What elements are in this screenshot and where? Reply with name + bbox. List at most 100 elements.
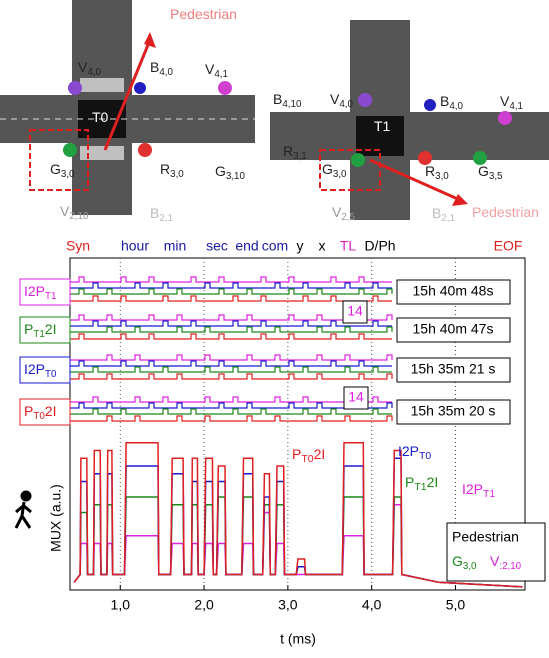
diagram-label-part: 2,5 bbox=[341, 212, 355, 223]
frame-label: hour bbox=[121, 238, 149, 254]
frame-label: end bbox=[235, 238, 258, 254]
series-label-part: I2P bbox=[462, 481, 483, 497]
diagram-label: T0 bbox=[92, 109, 109, 125]
series-label: I2PT1 bbox=[462, 481, 495, 500]
diagram-label-part: R bbox=[425, 163, 435, 179]
diagram-label-part: Pedestrian bbox=[170, 6, 237, 22]
diagram-label-part: B bbox=[150, 205, 159, 221]
series-label-part: T0 bbox=[419, 450, 431, 462]
diagram-label: Pedestrian bbox=[170, 6, 237, 22]
series-label: PT12I bbox=[405, 474, 438, 493]
diagram-label-part: 2,10 bbox=[69, 211, 89, 222]
x-tick-label: 3,0 bbox=[278, 597, 298, 613]
channel-label-part: T0 bbox=[45, 369, 57, 380]
diagram-label-part: G bbox=[215, 163, 226, 179]
series-label-part: T1 bbox=[483, 488, 495, 500]
diagram-label: B2,1 bbox=[150, 205, 173, 224]
diagram-label: V4,1 bbox=[205, 61, 228, 80]
series-label: PT02I bbox=[292, 446, 325, 465]
diagram-label-part: 4,0 bbox=[449, 101, 463, 112]
digital-trace bbox=[70, 283, 392, 288]
legend-title: Pedestrian bbox=[452, 529, 519, 545]
time-label: 15h 40m 47s bbox=[413, 321, 494, 337]
time-label: 15h 35m 20 s bbox=[411, 403, 496, 419]
diagram-label-part: 3,0 bbox=[435, 171, 449, 182]
diagram-label-part: 2,1 bbox=[441, 213, 455, 224]
diagram-label-part: Pedestrian bbox=[472, 204, 539, 220]
x-axis-label: t (ms) bbox=[280, 631, 316, 647]
digital-trace bbox=[70, 374, 392, 379]
diagram-label-part: 4,1 bbox=[509, 101, 523, 112]
x-tick-label: 4,0 bbox=[362, 597, 382, 613]
series-label: I2PT0 bbox=[398, 443, 431, 462]
diagram-label: V4,1 bbox=[500, 93, 523, 112]
digital-trace bbox=[70, 361, 392, 366]
diagram-label-part: G bbox=[478, 163, 489, 179]
frame-label: y bbox=[297, 238, 304, 254]
frame-label: sec bbox=[206, 238, 228, 254]
series-label-part: I2P bbox=[398, 443, 419, 459]
frame-label: x bbox=[319, 238, 326, 254]
x-tick-label: 5,0 bbox=[446, 597, 466, 613]
series-label-part: 2I bbox=[314, 446, 326, 462]
channel-label-part: P bbox=[24, 321, 33, 337]
diagram-label-part: R bbox=[160, 161, 170, 177]
marker-label: 14 bbox=[348, 389, 364, 405]
diagram-label-part: T1 bbox=[374, 118, 391, 134]
digital-trace bbox=[70, 289, 392, 294]
channel-label-part: T1 bbox=[33, 329, 44, 340]
frame-label: D/Ph bbox=[364, 238, 395, 254]
diagram-label-part: G bbox=[322, 161, 333, 177]
x-tick-label: 1,0 bbox=[111, 597, 131, 613]
frame-label: Syn bbox=[66, 238, 90, 254]
legend-item-part: G bbox=[452, 553, 463, 569]
diagram-label-part: 3,0 bbox=[61, 169, 75, 180]
diagram-label: R3,0 bbox=[160, 161, 184, 180]
marker-label: 14 bbox=[347, 303, 363, 319]
diagram-label: G3,5 bbox=[478, 163, 503, 182]
digital-trace bbox=[70, 409, 392, 414]
series-label-part: P bbox=[292, 446, 301, 462]
diagram-label-part: T0 bbox=[92, 109, 109, 125]
diagram-label-part: 3,5 bbox=[489, 171, 503, 182]
diagram-label-part: 4,0 bbox=[339, 99, 353, 110]
diagram-label: G3,10 bbox=[215, 163, 246, 182]
diagram-label: B4,0 bbox=[150, 59, 174, 78]
diagram-label-part: 4,10 bbox=[282, 99, 302, 110]
diagram-label-part: B bbox=[432, 205, 441, 221]
frame-label: com bbox=[262, 238, 288, 254]
digital-trace bbox=[70, 355, 392, 360]
diagram-label: G3,0 bbox=[322, 161, 347, 180]
diagram-label-part: 4,0 bbox=[87, 67, 101, 78]
diagram-label: V4,0 bbox=[330, 91, 354, 110]
diagram-label: R3,0 bbox=[425, 163, 449, 182]
frame-label: EOF bbox=[494, 238, 523, 254]
time-label: 15h 35m 21 s bbox=[411, 361, 496, 377]
legend-item-part: 3,0 bbox=[463, 561, 477, 572]
diagram-label-part: 2,1 bbox=[159, 213, 173, 224]
series-label-part: T1 bbox=[414, 481, 426, 493]
diagram-label-part: B bbox=[440, 93, 449, 109]
series-label-part: P bbox=[405, 474, 414, 490]
channel-label-part: I2P bbox=[24, 361, 45, 377]
digital-trace bbox=[70, 334, 392, 339]
channel-label-part: 2I bbox=[45, 403, 57, 419]
diagram-label-part: B bbox=[273, 91, 282, 107]
frame-label: TL bbox=[340, 238, 357, 254]
diagram-label-part: 3,0 bbox=[170, 169, 184, 180]
diagram-label-part: R bbox=[283, 143, 293, 159]
channel-label-part: T1 bbox=[45, 291, 56, 302]
diagram-right bbox=[270, 20, 549, 220]
y-axis-label: MUX (a.u.) bbox=[48, 484, 64, 552]
channel-label-part: I2P bbox=[24, 283, 45, 299]
diagram-label: G3,0 bbox=[50, 161, 75, 180]
diagram-label-part: 3,0 bbox=[333, 169, 347, 180]
figure: PedestrianV4,0B4,0V4,1T0G3,0R3,0G3,10V2,… bbox=[0, 0, 549, 658]
digital-trace bbox=[70, 327, 392, 332]
legend-item-part: :2,10 bbox=[499, 561, 521, 572]
frame-label: min bbox=[164, 238, 187, 254]
diagram-left bbox=[0, 0, 255, 215]
channel-label-part: P bbox=[24, 403, 33, 419]
diagram-label: B4,0 bbox=[440, 93, 464, 112]
time-label: 15h 40m 48s bbox=[413, 283, 494, 299]
